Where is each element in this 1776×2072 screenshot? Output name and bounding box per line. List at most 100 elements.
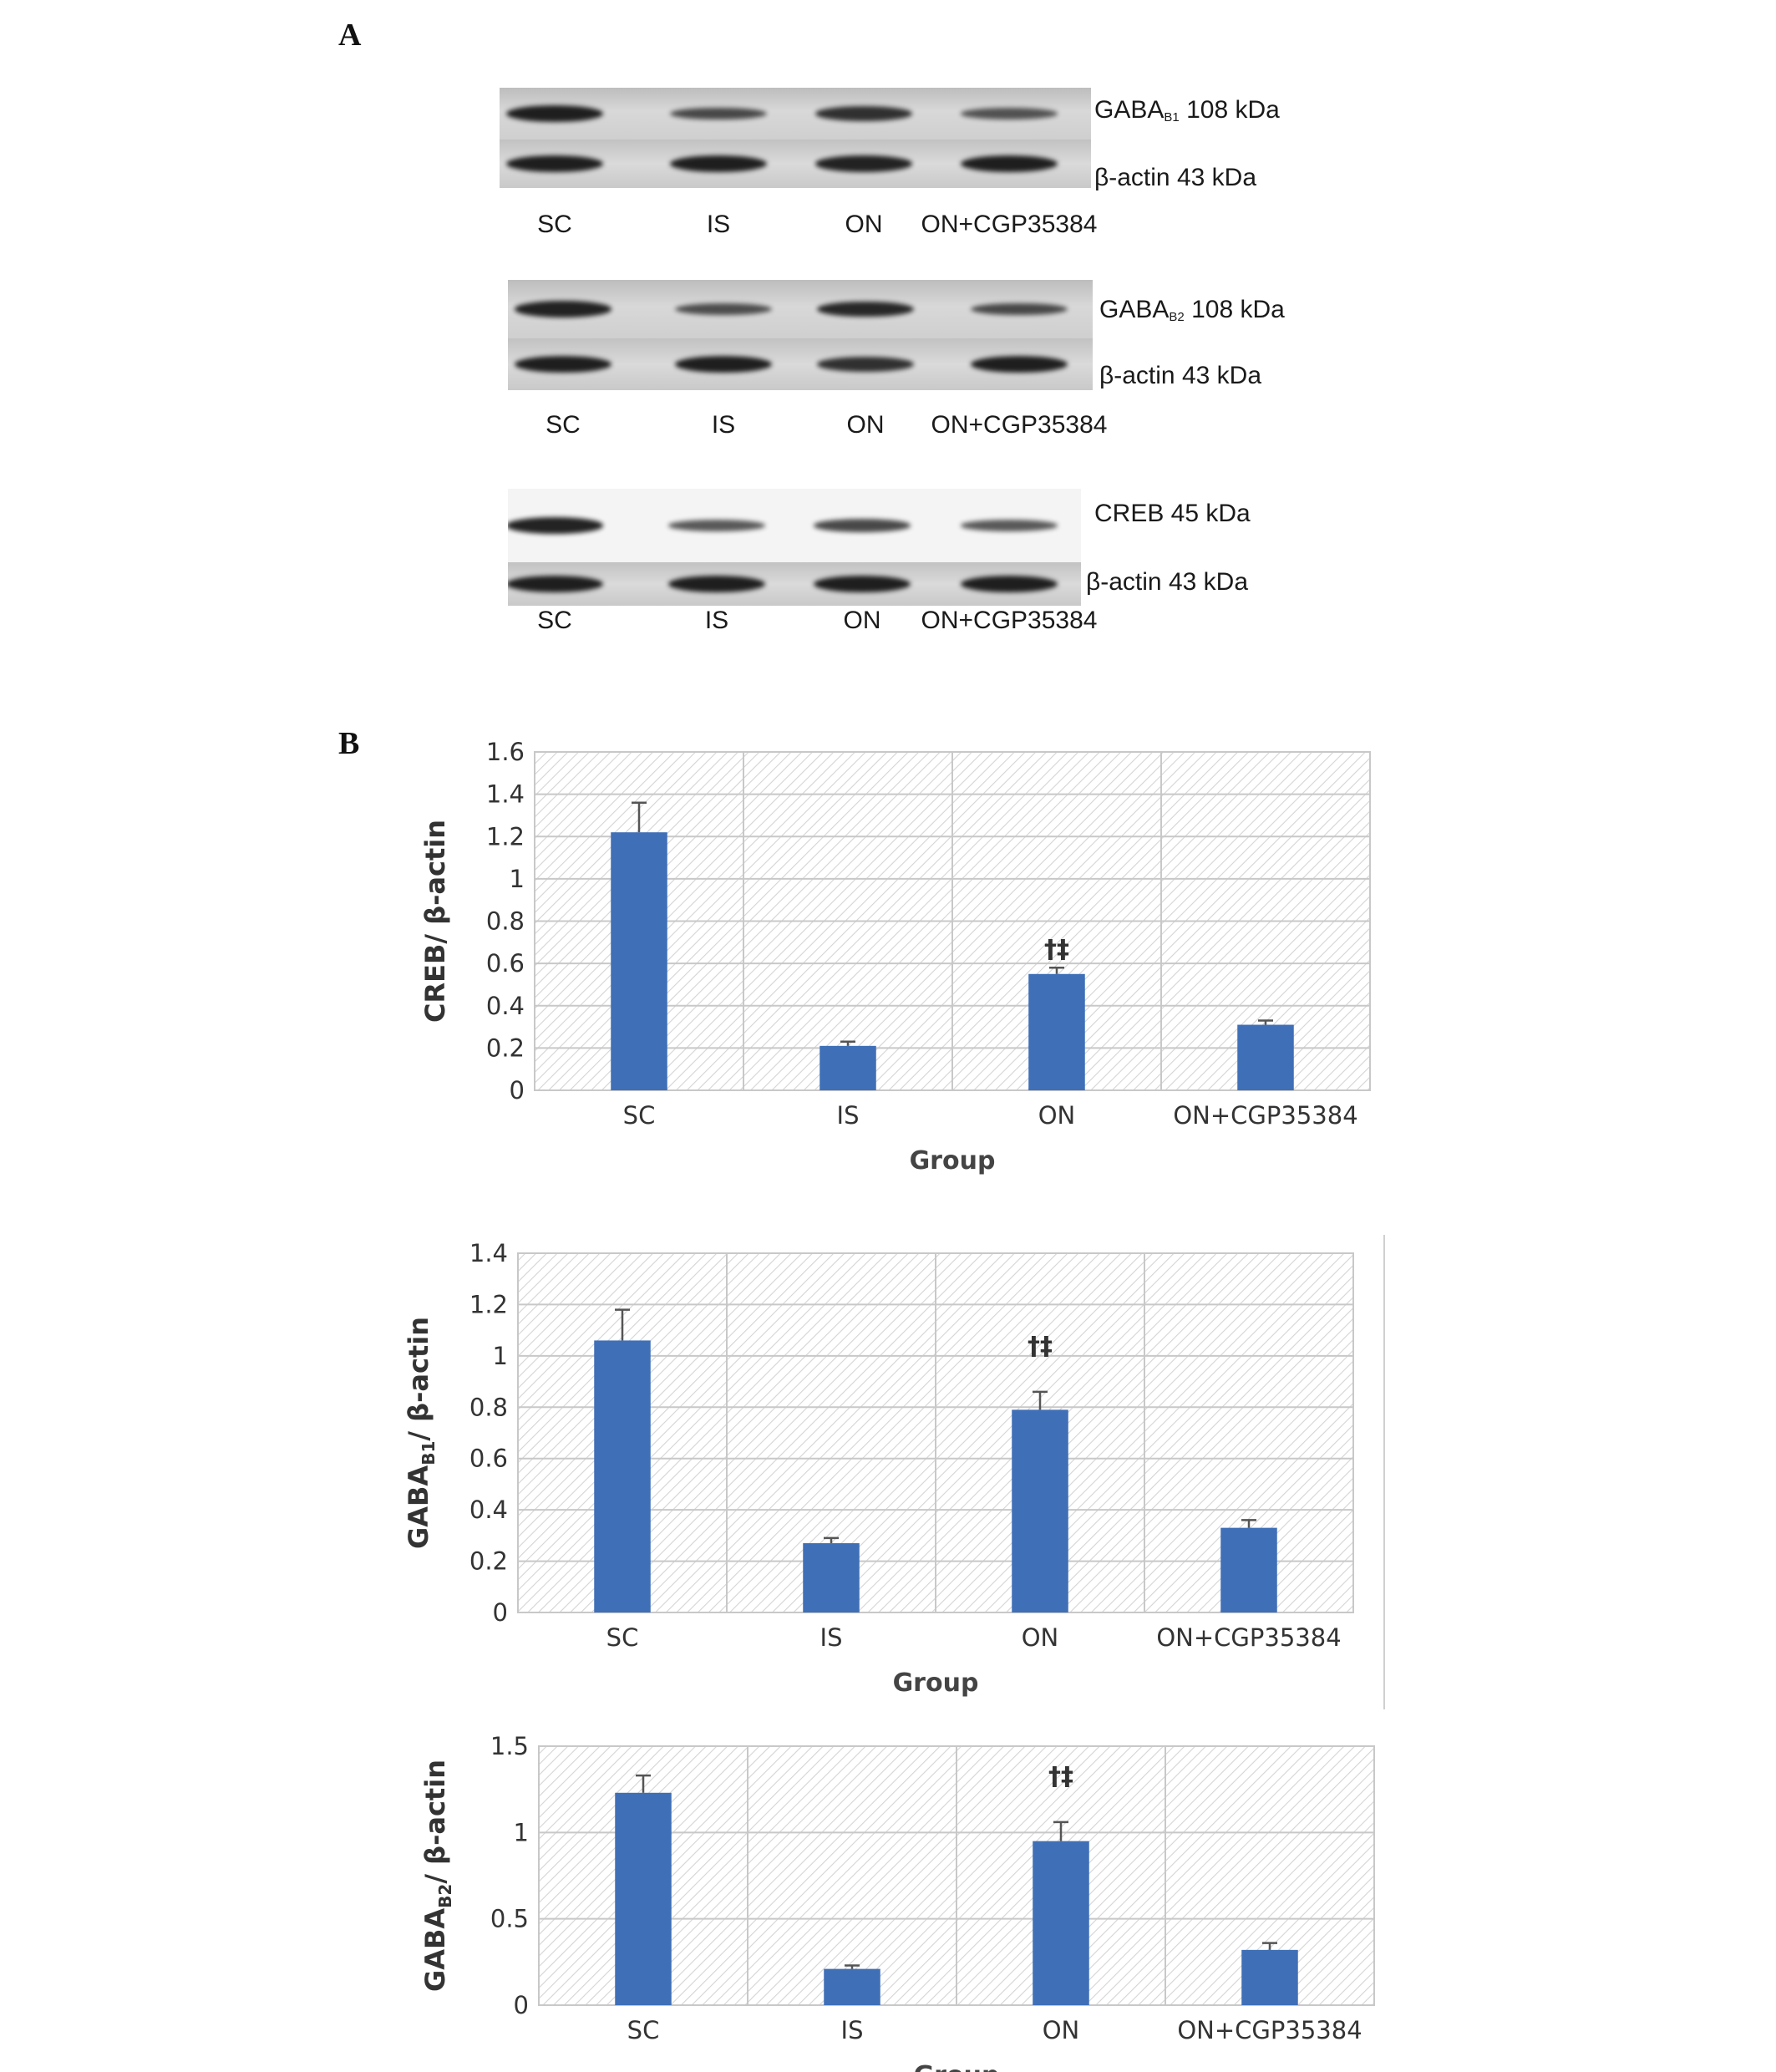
x-tick-label: ON — [1043, 2016, 1080, 2044]
blot-image-2 — [508, 280, 1093, 390]
y-tick-label: 0.8 — [469, 1393, 508, 1421]
x-axis-title: Group — [893, 1668, 979, 1698]
x-axis-title: Group — [910, 1146, 996, 1176]
target-band — [670, 107, 767, 120]
bar — [615, 1792, 672, 2005]
y-tick-label: 0.6 — [486, 949, 525, 978]
lane-label: SC — [537, 211, 572, 238]
y-tick-label: 1 — [514, 1818, 529, 1846]
bar — [594, 1340, 651, 1612]
y-axis-title: GABAB1/ β-actin — [403, 1317, 439, 1549]
lane-label: IS — [706, 211, 731, 238]
y-tick-label: 0 — [514, 1991, 529, 2019]
bar — [819, 1045, 876, 1090]
target-band — [506, 105, 603, 122]
panel-label-b: B — [338, 726, 360, 761]
y-tick-label: 1.4 — [486, 780, 525, 809]
blot-control-label: β-actin 43 kDa — [1086, 568, 1249, 596]
lane-label: ON+CGP35384 — [931, 411, 1108, 439]
target-band — [814, 519, 911, 532]
actin-band — [971, 356, 1068, 373]
lane-label: IS — [704, 607, 729, 634]
lane-label: ON — [846, 411, 885, 439]
x-tick-label: IS — [841, 2016, 864, 2044]
blot-control-label: β-actin 43 kDa — [1099, 362, 1262, 389]
protein-name: GABA — [1099, 296, 1170, 323]
lane-label: SC — [545, 411, 581, 439]
x-tick-label: ON — [1038, 1101, 1076, 1130]
lane-label: IS — [711, 411, 736, 439]
protein-weight: 108 kDa — [1184, 296, 1285, 323]
target-band — [515, 301, 611, 317]
x-tick-label: ON+CGP35384 — [1156, 1623, 1341, 1652]
x-tick-label: IS — [820, 1623, 843, 1652]
y-tick-label: 0.2 — [469, 1547, 508, 1576]
protein-subscript: B1 — [1164, 110, 1180, 124]
actin-band — [815, 155, 912, 172]
blot-protein-label: GABAB2 108 kDa — [1099, 296, 1285, 324]
creb-bar-chart: 0 0.2 0.4 0.6 0.8 1 1.2 1.4 1.6 SC IS ON †‡ ON+CGP353… — [419, 738, 1371, 1176]
target-band — [961, 108, 1058, 119]
actin-band — [506, 155, 603, 172]
bar — [1220, 1527, 1277, 1612]
x-tick-label: SC — [627, 2016, 660, 2044]
actin-band — [961, 576, 1058, 592]
significance-annotation: †‡ — [1044, 935, 1069, 964]
bar — [1241, 1949, 1298, 2005]
protein-name: GABA — [1094, 96, 1165, 124]
protein-subscript: B2 — [1169, 310, 1185, 324]
actin-band — [814, 576, 911, 592]
bar — [824, 1968, 880, 2005]
panel-label-a: A — [338, 18, 362, 53]
y-tick-label: 1.5 — [490, 1732, 529, 1760]
blot-protein-label: CREB 45 kDa — [1094, 500, 1251, 528]
y-tick-label: 1 — [510, 865, 525, 893]
significance-annotation: †‡ — [1028, 1332, 1053, 1361]
target-band — [668, 520, 765, 531]
y-axis-title: GABAB2/ β-actin — [419, 1760, 455, 1992]
lane-label: ON — [843, 607, 881, 634]
bar — [1237, 1024, 1294, 1090]
blot-protein-label: GABAB1 108 kDa — [1094, 96, 1280, 124]
target-band — [815, 106, 912, 121]
y-tick-label: 0.4 — [469, 1496, 508, 1524]
lane-label: ON+CGP35384 — [921, 607, 1098, 634]
actin-band — [675, 356, 772, 373]
protein-name: CREB 45 kDa — [1094, 500, 1251, 527]
bar — [1012, 1409, 1068, 1612]
target-band — [817, 301, 914, 317]
actin-band — [817, 357, 914, 372]
y-tick-label: 1.2 — [469, 1290, 508, 1318]
lane-label: ON — [845, 211, 883, 238]
x-tick-label: ON+CGP35384 — [1173, 1101, 1357, 1130]
x-tick-label: SC — [606, 1623, 639, 1652]
x-tick-label: SC — [623, 1101, 656, 1130]
gabab2-bar-chart: 0 0.5 1 1.5 SC IS ON †‡ ON+CGP35384 Group GABAB2/ … — [419, 1732, 1375, 2072]
y-tick-label: 0.4 — [486, 992, 525, 1020]
y-tick-label: 0.6 — [469, 1445, 508, 1473]
lane-label: SC — [537, 607, 572, 634]
x-tick-label: IS — [837, 1101, 860, 1130]
y-tick-label: 1.4 — [469, 1239, 508, 1267]
y-tick-label: 0.2 — [486, 1033, 525, 1062]
target-band — [961, 520, 1058, 531]
x-tick-label: ON+CGP35384 — [1177, 2016, 1362, 2044]
y-tick-label: 1.6 — [486, 738, 525, 766]
bar — [803, 1543, 860, 1612]
bar — [611, 832, 667, 1090]
significance-annotation: †‡ — [1048, 1762, 1073, 1791]
y-tick-label: 0 — [493, 1598, 508, 1627]
actin-band — [515, 356, 611, 373]
bar — [1033, 1841, 1089, 2005]
lane-label: ON+CGP35384 — [921, 211, 1098, 238]
actin-band — [508, 576, 603, 592]
target-band — [675, 303, 772, 315]
target-band — [971, 302, 1068, 316]
x-tick-label: ON — [1022, 1623, 1059, 1652]
actin-band — [668, 576, 765, 592]
bar — [1028, 973, 1085, 1090]
blot-image-1 — [500, 88, 1091, 188]
y-tick-label: 0.5 — [490, 1905, 529, 1933]
y-tick-label: 1 — [493, 1342, 508, 1370]
y-axis-title: CREB/ β-actin — [419, 820, 451, 1023]
